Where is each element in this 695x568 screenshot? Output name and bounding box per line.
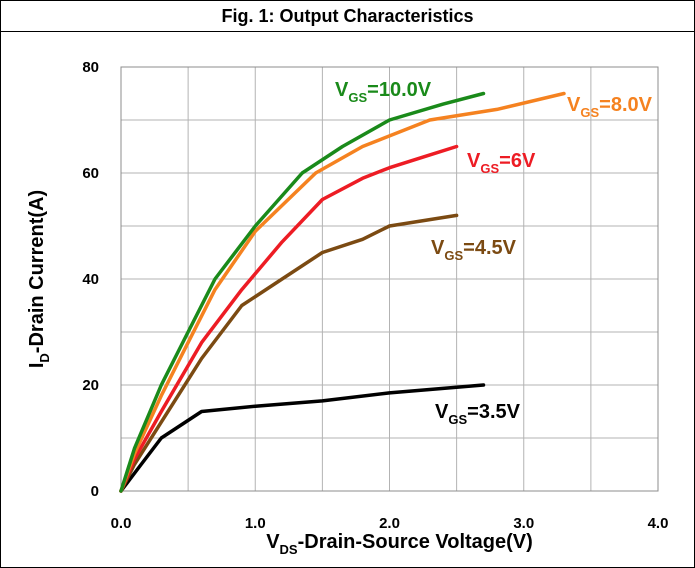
x-tick-label: 4.0 [648,515,669,532]
y-tick-label: 40 [82,271,99,288]
series-label: VGS=10.0V [335,79,432,105]
plot-area-border [120,66,659,492]
series-label: VGS=8.0V [567,94,653,120]
series-label: VGS=4.5V [431,237,517,263]
chart-title: Fig. 1: Output Characteristics [1,1,694,32]
y-tick-label: 0 [91,483,99,500]
series-line [119,91,566,493]
label-layer: VGS=10.0V VGS=8.0V VGS=6V VGS=4.5V VGS=3.5V [335,79,653,427]
y-tick-label: 80 [82,59,99,76]
grid-layer [120,66,659,492]
y-axis-label: ID-Drain Current(A) [26,190,52,368]
series-layer [119,91,566,493]
x-tick-label: 0.0 [111,515,132,532]
x-tick-label: 2.0 [379,515,400,532]
x-tick-label: 3.0 [513,515,534,532]
series-line [119,213,459,493]
series-line [119,91,486,493]
series-label: VGS=3.5V [435,401,521,427]
x-tick-label: 1.0 [245,515,266,532]
axis-layer: 0.0 1.0 2.0 3.0 4.0 0 20 40 60 80 VDS-Drain-Source… [26,59,668,557]
y-tick-label: 60 [82,165,99,182]
y-tick-label: 20 [82,377,99,394]
series-line [119,144,459,493]
x-axis-label: VDS-Drain-Source Voltage(V) [266,531,533,557]
series-line [119,383,486,493]
series-label: VGS=6V [467,150,536,176]
